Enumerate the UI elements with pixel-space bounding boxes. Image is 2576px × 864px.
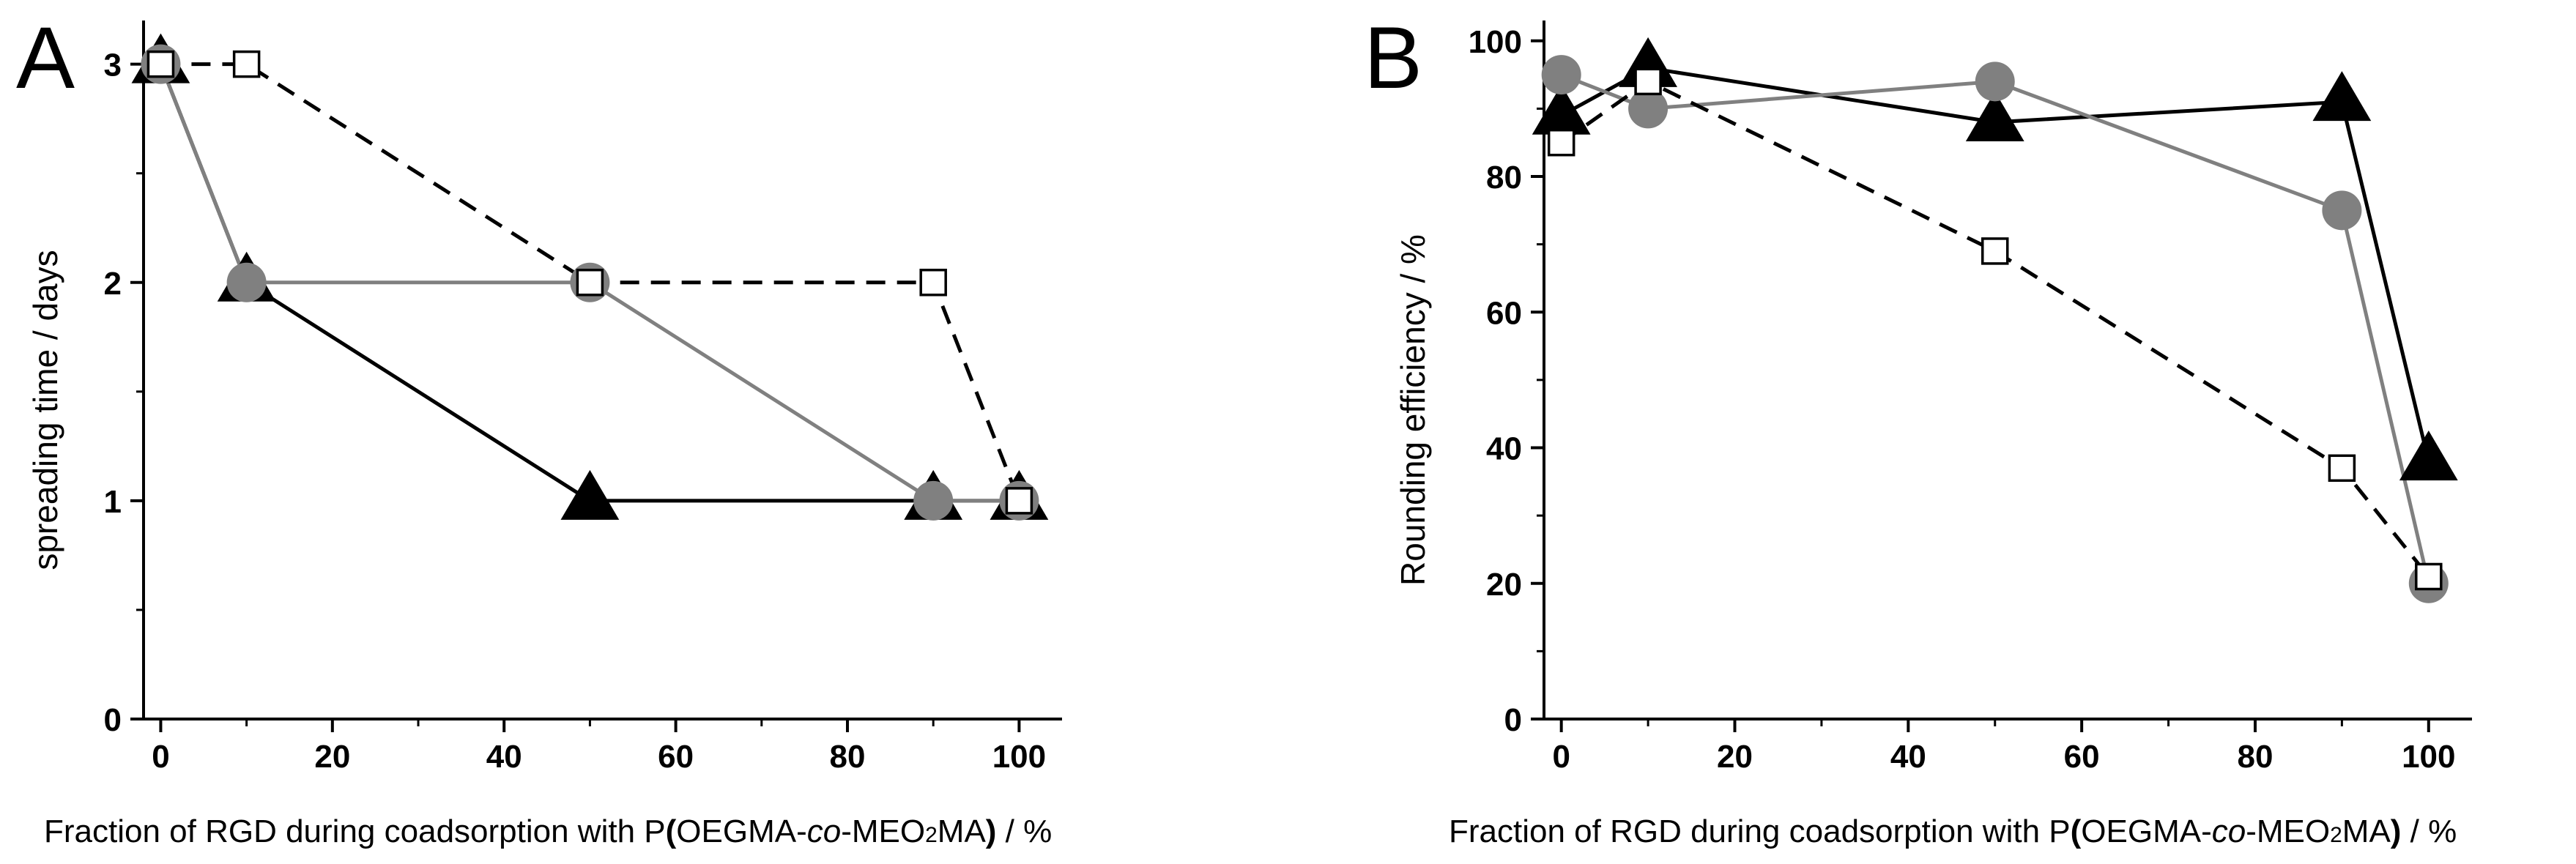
x-tick-label-b: 60 xyxy=(2064,739,2100,775)
data-point-circle-b xyxy=(1628,89,1669,129)
data-point-square-b xyxy=(1547,128,1575,157)
data-point-circle-b xyxy=(1541,55,1581,95)
data-point-triangle-b xyxy=(2312,71,2372,122)
panel-letter-a: A xyxy=(16,9,75,107)
data-point-triangle-b xyxy=(2399,431,2458,481)
data-point-triangle-b xyxy=(1619,37,1677,87)
y-tick-label-a: 3 xyxy=(104,48,122,83)
panel-b: B Rounding efficiency / % 0 20 40 60 80 100 0 2… xyxy=(1364,9,2472,849)
x-axis-title-a: Fraction of RGD during coadsorption with… xyxy=(44,813,1052,849)
data-point-square-b xyxy=(2328,454,2356,483)
y-tick-label-b: 60 xyxy=(1486,295,1522,331)
x-tick-label-a: 40 xyxy=(486,739,522,775)
data-point-square-a xyxy=(1005,487,1033,515)
data-point-square-a xyxy=(146,50,175,78)
x-tick-label-b: 0 xyxy=(1552,739,1570,775)
x-tick-label-a: 80 xyxy=(830,739,866,775)
x-tick-label-b: 40 xyxy=(1890,739,1926,775)
x-tick-label-b: 80 xyxy=(2237,739,2273,775)
y-tick-label-b: 0 xyxy=(1504,702,1522,738)
data-point-circle-b xyxy=(2322,190,2362,231)
y-tick-label-b: 40 xyxy=(1486,431,1522,467)
x-axis-title-b: Fraction of RGD during coadsorption with… xyxy=(1449,813,2457,849)
panel-a: A spreading time / days 0 20 40 60 80 100 0 1 2 3… xyxy=(16,9,1062,849)
data-point-triangle-b xyxy=(1532,84,1591,135)
x-tick-label-b: 20 xyxy=(1717,739,1753,775)
y-tick-label-a: 1 xyxy=(104,484,122,520)
x-tick-label-a: 20 xyxy=(314,739,350,775)
data-point-square-b xyxy=(1981,237,2009,265)
y-tick-label-b: 100 xyxy=(1469,24,1522,60)
x-tick-label-a: 0 xyxy=(152,739,169,775)
y-axis-title-b: Rounding efficiency / % xyxy=(1394,234,1432,586)
x-tick-label-b: 100 xyxy=(2402,739,2455,775)
data-point-square-a xyxy=(919,269,947,297)
data-point-triangle-b xyxy=(1965,91,2024,141)
panel-letter-b: B xyxy=(1364,9,1422,107)
y-axis-title-a: spreading time / days xyxy=(26,250,64,570)
x-tick-label-a: 100 xyxy=(992,739,1046,775)
data-point-square-a xyxy=(232,50,261,78)
plot-area-a: 0 20 40 60 80 100 0 1 2 3 xyxy=(104,21,1062,775)
data-point-square-a xyxy=(576,269,604,297)
y-tick-label-b: 20 xyxy=(1486,567,1522,603)
data-point-circle-b xyxy=(1975,62,2015,102)
data-point-triangle-a xyxy=(560,469,620,520)
data-point-square-b xyxy=(1634,67,1662,96)
series-line-circle-b xyxy=(1560,72,2431,584)
plot-area-b: 0 20 40 60 80 100 0 20 40 60 80 100 xyxy=(1469,21,2472,775)
series-line-open-square-b xyxy=(1560,79,2430,578)
y-tick-label-b: 80 xyxy=(1486,160,1522,195)
data-point-circle-a xyxy=(913,480,954,521)
y-tick-label-a: 2 xyxy=(104,266,122,302)
y-tick-label-a: 0 xyxy=(104,702,122,738)
x-tick-label-a: 60 xyxy=(658,739,694,775)
data-point-circle-a xyxy=(226,262,267,302)
data-point-square-b xyxy=(2415,562,2443,591)
